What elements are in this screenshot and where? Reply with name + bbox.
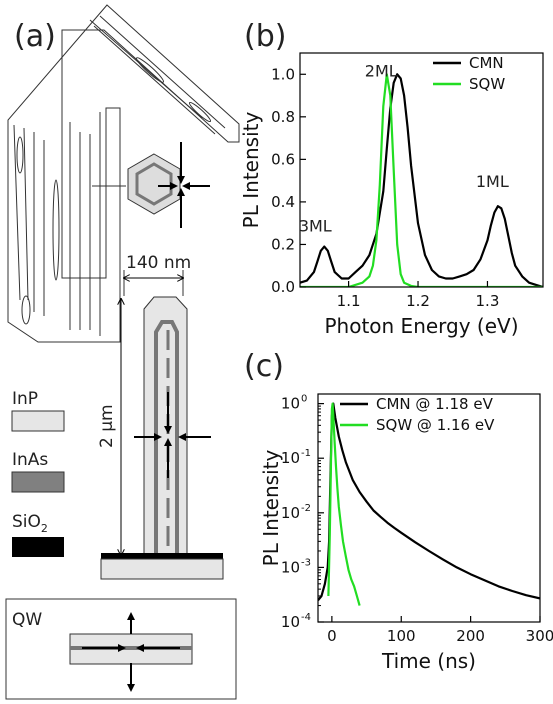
y-tick-exponent: 0 xyxy=(301,394,307,405)
y-tick-label: 10 xyxy=(281,613,300,631)
y-tick-label: 0.4 xyxy=(271,193,295,211)
y-tick-label: 0.8 xyxy=(271,108,295,126)
y-tick-exponent: -4 xyxy=(301,612,311,623)
panel-b-label: (b) xyxy=(244,19,286,54)
legend-sio2-swatch xyxy=(12,537,64,557)
width-dimension-label: 140 nm xyxy=(126,253,191,273)
panel-b: (b) 1.1 1.2 1.3 0.0 0.2 0.4 0.6 0.8 1.0 Photon En… xyxy=(239,19,544,338)
legend-inas-swatch xyxy=(11,471,65,493)
legend-inas-label: InAs xyxy=(12,450,48,470)
y-tick-label: 10 xyxy=(281,449,300,467)
hexagon-inset xyxy=(92,142,210,228)
y-axis-title: PL Intensity xyxy=(239,112,263,229)
qw-label: QW xyxy=(12,610,42,630)
height-dimension-label: 2 μm xyxy=(97,404,117,448)
panel-a: (a) 140 nm xyxy=(5,4,240,700)
legend-sio2-label: SiO2 xyxy=(12,512,48,535)
x-tick-label: 1.3 xyxy=(476,292,500,310)
x-tick-label: 1.1 xyxy=(337,292,361,310)
y-tick-exponent: -2 xyxy=(301,503,311,514)
y-tick-label: 10 xyxy=(281,504,300,522)
qw-box: QW xyxy=(5,598,237,700)
legend-entry: CMN xyxy=(469,54,504,72)
y-tick-label: 1.0 xyxy=(271,65,295,83)
y-tick-label: 10 xyxy=(281,558,300,576)
y-tick-label: 0.2 xyxy=(271,235,295,253)
series-line-sqw xyxy=(327,402,361,606)
x-tick-label: 100 xyxy=(387,627,416,645)
y-tick-exponent: -1 xyxy=(301,448,311,459)
series-line-cmn xyxy=(300,73,543,287)
legend-inp-label: InP xyxy=(12,389,38,409)
annotation-3ML: 3ML xyxy=(299,217,332,236)
x-tick-label: 300 xyxy=(526,627,553,645)
legend-entry: SQW xyxy=(469,75,505,93)
legend-entry: CMN @ 1.18 eV xyxy=(376,395,494,413)
x-tick-label: 1.2 xyxy=(406,292,430,310)
y-tick-label: 0.0 xyxy=(271,278,295,296)
y-tick-exponent: -3 xyxy=(301,557,311,568)
nanowire-top-view xyxy=(7,4,240,343)
x-axis-title: Time (ns) xyxy=(381,649,476,673)
material-legend: InP InAs SiO2 xyxy=(11,389,65,557)
panel-c-label: (c) xyxy=(244,349,284,384)
x-tick-label: 0 xyxy=(327,627,337,645)
y-tick-label: 0.6 xyxy=(271,150,295,168)
y-axis-title: PL Intensity xyxy=(259,450,283,567)
x-axis-title: Photon Energy (eV) xyxy=(324,314,518,338)
x-tick-label: 200 xyxy=(456,627,485,645)
chart-b: 1.1 1.2 1.3 0.0 0.2 0.4 0.6 0.8 1.0 Photon Energy… xyxy=(239,52,544,338)
y-tick-label: 10 xyxy=(281,395,300,413)
plot-frame xyxy=(299,52,544,288)
panel-a-label: (a) xyxy=(14,19,56,54)
plot-frame xyxy=(317,393,541,623)
nanowire-side-view: 140 nm 2 μm xyxy=(97,253,224,580)
legend-entry: SQW @ 1.16 eV xyxy=(376,416,495,434)
legend-inp-swatch xyxy=(11,410,65,432)
series-line-sqw xyxy=(300,73,543,287)
annotation-1ML: 1ML xyxy=(476,172,509,191)
annotation-2ML: 2ML xyxy=(365,61,398,80)
